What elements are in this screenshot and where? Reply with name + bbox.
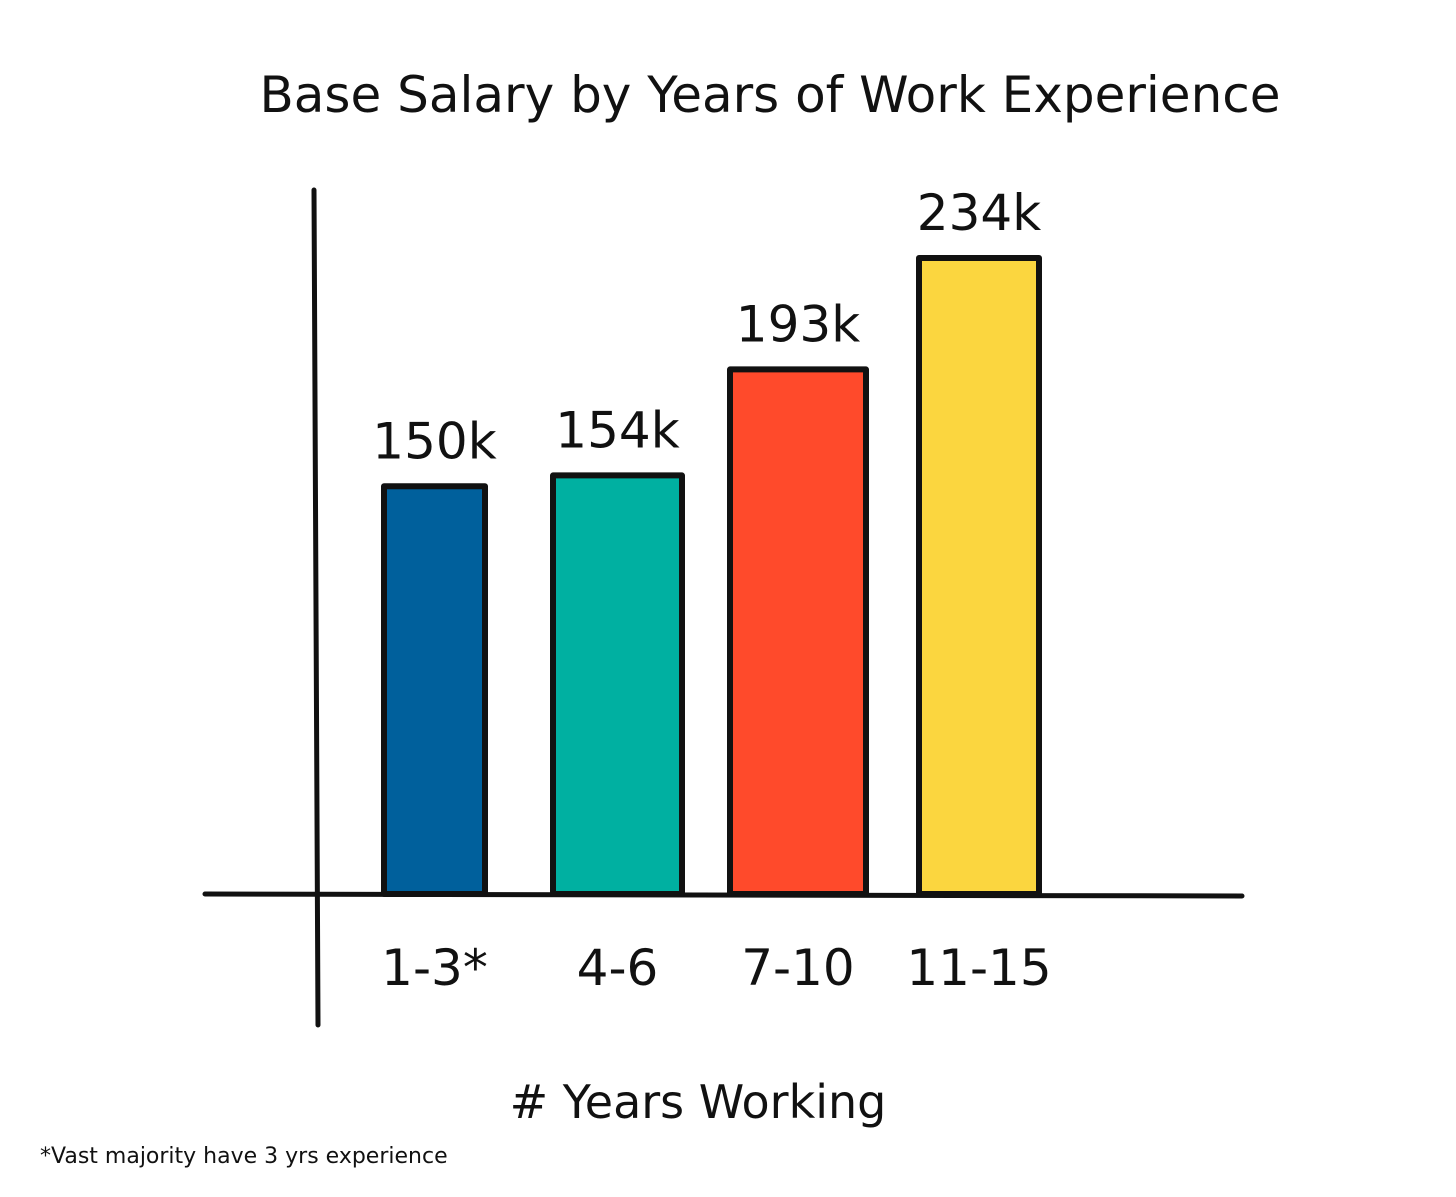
- x-tick-label-2: 4-6: [577, 939, 659, 997]
- x-axis-label: # Years Working: [510, 1075, 887, 1129]
- x-tick-label-1: 1-3*: [381, 939, 488, 997]
- bars-group: [381, 255, 1042, 897]
- x-tick-label-3: 7-10: [741, 939, 854, 997]
- bar-4: [916, 255, 1042, 897]
- bar-2: [550, 472, 685, 897]
- x-axis: [202, 891, 1245, 899]
- value-label-2: 154k: [555, 401, 679, 459]
- y-axis: [311, 187, 321, 1028]
- bar-1: [381, 483, 488, 897]
- value-label-3: 193k: [736, 295, 860, 353]
- bar-3: [727, 366, 869, 897]
- value-labels-group: 150k 154k 193k 234k: [372, 184, 1041, 470]
- footnote: *Vast majority have 3 yrs experience: [40, 1144, 448, 1169]
- chart-title: Base Salary by Years of Work Experience: [259, 66, 1280, 124]
- x-tick-label-4: 11-15: [906, 939, 1051, 997]
- value-label-1: 150k: [372, 412, 496, 470]
- tick-labels-group: 1-3* 4-6 7-10 11-15: [381, 939, 1051, 997]
- value-label-4: 234k: [917, 184, 1041, 242]
